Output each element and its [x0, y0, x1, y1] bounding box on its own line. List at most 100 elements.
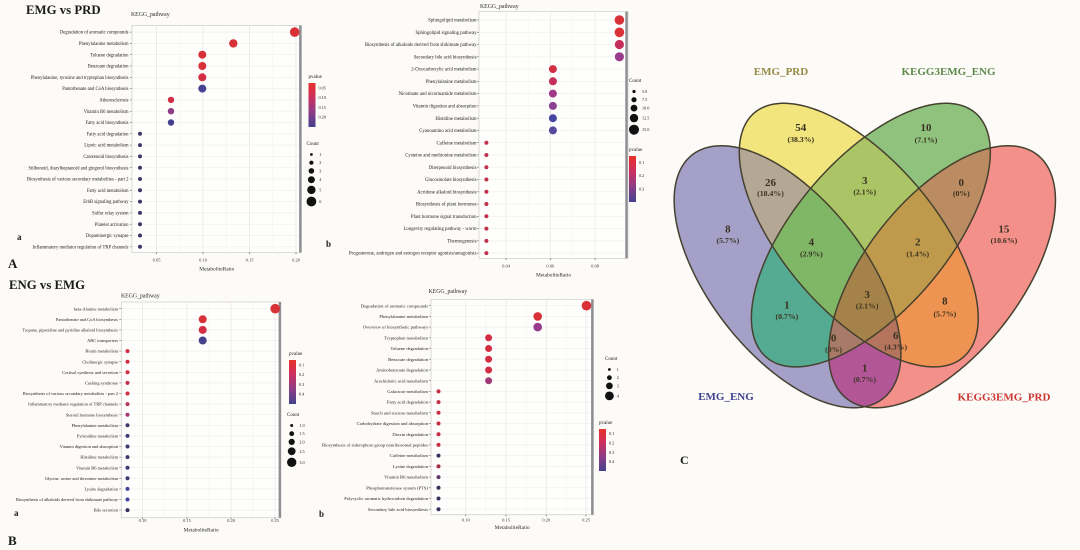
svg-text:C: C: [680, 453, 689, 467]
svg-text:1: 1: [319, 152, 321, 157]
svg-text:Caffeine metabolism: Caffeine metabolism: [390, 453, 429, 458]
svg-text:EMG vs PRD: EMG vs PRD: [26, 3, 101, 17]
svg-text:Phenylalanine metabolism: Phenylalanine metabolism: [79, 42, 129, 47]
svg-text:Histidine metabolism: Histidine metabolism: [435, 117, 476, 122]
svg-text:Carotenoid biosynthesis: Carotenoid biosynthesis: [83, 155, 128, 160]
svg-text:3: 3: [319, 168, 321, 173]
svg-text:4: 4: [617, 393, 620, 398]
svg-text:Carbohydrate digestion and abs: Carbohydrate digestion and absorption: [357, 421, 429, 426]
svg-text:(0.7%): (0.7%): [776, 312, 799, 321]
svg-text:2.5: 2.5: [299, 449, 304, 454]
svg-text:MetaboliteRatio: MetaboliteRatio: [184, 528, 219, 534]
svg-text:0.1: 0.1: [609, 431, 614, 436]
svg-text:(10.6%): (10.6%): [991, 236, 1018, 245]
svg-text:Caffeine metabolism: Caffeine metabolism: [436, 141, 476, 146]
svg-text:pvalue: pvalue: [599, 421, 613, 426]
svg-text:Dioxin degradation: Dioxin degradation: [392, 432, 428, 437]
svg-text:Galactose metabolism: Galactose metabolism: [387, 389, 428, 394]
svg-text:Histidine metabolism: Histidine metabolism: [80, 455, 118, 460]
svg-text:Plant hormone signal transduct: Plant hormone signal transduction: [411, 215, 477, 220]
svg-text:Degradation of aromatic compou: Degradation of aromatic compounds: [60, 31, 129, 36]
svg-text:Cholinergic synapse: Cholinergic synapse: [82, 359, 118, 364]
svg-text:ErbB signaling pathway: ErbB signaling pathway: [83, 200, 129, 205]
svg-text:KEGG_pathway: KEGG_pathway: [131, 12, 170, 18]
svg-text:0: 0: [959, 177, 965, 189]
svg-text:ENG vs EMG: ENG vs EMG: [9, 278, 85, 292]
svg-text:0.3: 0.3: [299, 382, 304, 387]
svg-text:Pantothenate and CoA biosynthe: Pantothenate and CoA biosynthesis: [62, 87, 128, 92]
svg-text:Progesterone, androgen and est: Progesterone, androgen and estrogen rece…: [349, 252, 477, 257]
svg-text:EMG_PRD: EMG_PRD: [754, 66, 808, 78]
svg-text:Arachidonic acid metabolism: Arachidonic acid metabolism: [374, 378, 429, 383]
svg-text:pvalue: pvalue: [629, 148, 643, 153]
svg-text:0.15: 0.15: [319, 105, 326, 110]
svg-text:12.5: 12.5: [642, 116, 649, 121]
svg-text:0.15: 0.15: [502, 518, 511, 523]
svg-text:KEGG3EMG_ENG: KEGG3EMG_ENG: [901, 66, 996, 78]
svg-text:ABC transporters: ABC transporters: [87, 338, 118, 343]
svg-text:1: 1: [784, 300, 790, 312]
svg-text:Tropane, piperidine and pyridi: Tropane, piperidine and pyridine alkaloi…: [22, 328, 118, 334]
svg-text:6: 6: [893, 330, 899, 342]
svg-text:0.10: 0.10: [319, 95, 326, 100]
svg-text:KEGG3EMG_PRD: KEGG3EMG_PRD: [958, 392, 1051, 404]
svg-text:Nicotinate and nicotinamide me: Nicotinate and nicotinamide metabolism: [399, 92, 477, 97]
svg-text:0.10: 0.10: [139, 518, 148, 523]
svg-text:Vitamin digestion and absorpti: Vitamin digestion and absorption: [413, 105, 477, 110]
svg-text:1: 1: [862, 363, 868, 375]
svg-text:0.15: 0.15: [246, 258, 255, 263]
svg-text:Overview of biosynthetic pathw: Overview of biosynthetic pathways: [363, 325, 428, 330]
svg-text:MetaboliteRatio: MetaboliteRatio: [495, 525, 530, 531]
svg-text:Benzoate degradation: Benzoate degradation: [88, 65, 129, 70]
svg-text:0.10: 0.10: [199, 258, 208, 263]
svg-text:KEGG_pathway: KEGG_pathway: [480, 4, 519, 10]
svg-text:Biosynthesis of various second: Biosynthesis of various secondary metabo…: [23, 391, 118, 396]
svg-text:Phenylalanine metabolism: Phenylalanine metabolism: [72, 423, 119, 428]
svg-text:Diterpenoid biosynthesis: Diterpenoid biosynthesis: [429, 166, 477, 171]
svg-text:0.2: 0.2: [639, 173, 644, 178]
svg-text:0.10: 0.10: [462, 518, 471, 523]
svg-text:a: a: [14, 508, 19, 518]
svg-text:Cyanoamino acid metabolism: Cyanoamino acid metabolism: [419, 129, 477, 134]
svg-text:Biosynthesis of plant hormones: Biosynthesis of plant hormones: [416, 203, 477, 208]
svg-text:Inflammatory mediator regulati: Inflammatory mediator regulation of TRP …: [33, 245, 129, 250]
svg-text:0.25: 0.25: [271, 518, 280, 523]
svg-text:Pantothenate and CoA biosynthe: Pantothenate and CoA biosynthesis: [56, 317, 118, 322]
svg-text:6: 6: [319, 199, 321, 204]
svg-text:Steroid hormone biosynthesis: Steroid hormone biosynthesis: [66, 412, 118, 417]
svg-text:MetaboliteRatio: MetaboliteRatio: [536, 273, 571, 279]
svg-text:Phosphotransferase system (PTS: Phosphotransferase system (PTS): [366, 485, 428, 490]
svg-text:3.0: 3.0: [299, 460, 304, 465]
svg-text:10: 10: [921, 122, 933, 134]
svg-text:8: 8: [942, 296, 948, 308]
svg-text:54: 54: [795, 122, 807, 134]
svg-text:15: 15: [998, 224, 1010, 236]
svg-text:EMG_ENG: EMG_ENG: [698, 391, 754, 403]
svg-text:Cushing syndrome: Cushing syndrome: [85, 381, 118, 386]
svg-text:2-Oxocarboxylic acid metabolis: 2-Oxocarboxylic acid metabolism: [411, 68, 477, 73]
svg-text:3: 3: [862, 175, 868, 187]
svg-text:3: 3: [864, 289, 870, 301]
svg-text:Sphingolipid signaling pathway: Sphingolipid signaling pathway: [415, 31, 477, 36]
svg-text:(5.7%): (5.7%): [934, 310, 957, 319]
svg-text:(7.1%): (7.1%): [915, 136, 938, 145]
svg-text:0.20: 0.20: [227, 518, 236, 523]
svg-text:Count: Count: [307, 142, 320, 147]
svg-text:Fatty acid metabolism: Fatty acid metabolism: [87, 189, 129, 194]
svg-text:(0.7%): (0.7%): [853, 375, 876, 384]
svg-text:Secondary bile acid biosynthes: Secondary bile acid biosynthesis: [414, 55, 477, 60]
svg-text:0.05: 0.05: [319, 85, 326, 90]
svg-text:Phenylalanine metabolism: Phenylalanine metabolism: [426, 80, 477, 85]
svg-text:b: b: [326, 239, 331, 249]
svg-text:(5.7%): (5.7%): [717, 236, 740, 245]
svg-text:10.0: 10.0: [642, 106, 649, 111]
svg-text:Glucosinolate biosynthesis: Glucosinolate biosynthesis: [425, 178, 477, 183]
svg-text:0.05: 0.05: [153, 258, 162, 263]
svg-text:Cysteine and methionine metabo: Cysteine and methionine metabolism: [405, 154, 477, 159]
svg-text:Fatty acid degradation: Fatty acid degradation: [387, 400, 429, 405]
svg-text:Sulfur relay system: Sulfur relay system: [92, 212, 129, 217]
svg-text:Polycyclic aromatic hydrocarbo: Polycyclic aromatic hydrocarbon degradat…: [344, 496, 429, 501]
svg-text:0.25: 0.25: [582, 518, 591, 523]
svg-text:1: 1: [617, 367, 619, 372]
svg-text:Fatty acid degradation: Fatty acid degradation: [87, 132, 130, 137]
